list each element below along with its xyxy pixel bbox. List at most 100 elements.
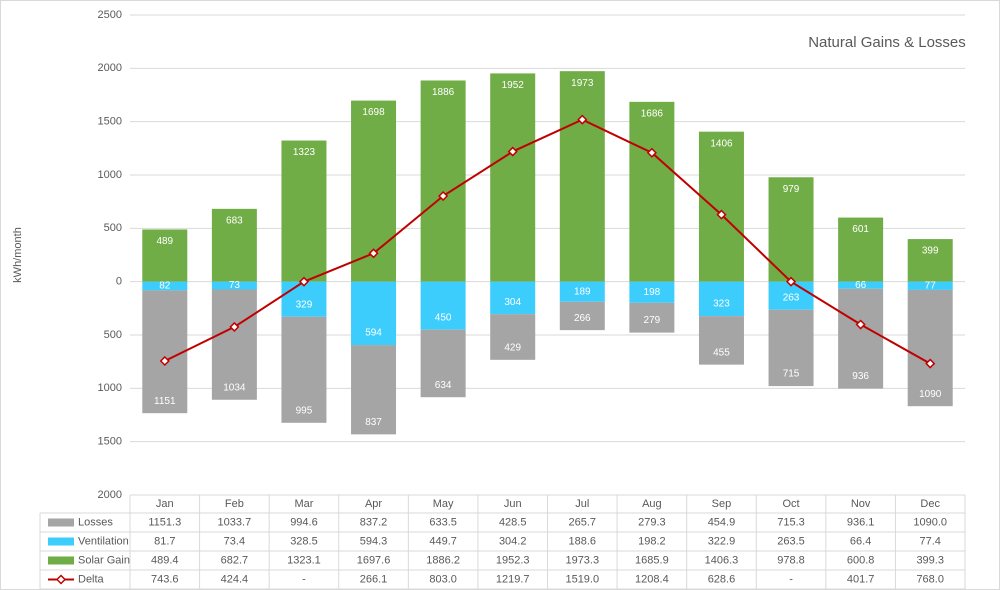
table-cell: 428.5 <box>499 516 527 528</box>
table-cell: 594.3 <box>360 535 388 547</box>
bar <box>211 289 257 400</box>
x-tick-label: Jan <box>156 498 174 510</box>
table-cell: 1219.7 <box>496 573 530 585</box>
table-cell: 81.7 <box>154 535 175 547</box>
data-label: 1952 <box>502 80 525 91</box>
bar <box>420 329 466 398</box>
table-cell: 399.3 <box>916 554 944 566</box>
table-cell: 401.7 <box>847 573 875 585</box>
bar <box>907 281 953 290</box>
y-tick-label: 2000 <box>98 62 122 74</box>
data-label: 1698 <box>362 107 385 118</box>
table-cell: 1151.3 <box>148 516 181 528</box>
legend-key <box>48 537 74 546</box>
table-cell: 424.4 <box>221 573 249 585</box>
bar <box>281 316 327 423</box>
table-cell: 1697.6 <box>357 554 391 566</box>
table-cell: 322.9 <box>708 535 736 547</box>
table-cell: - <box>789 573 793 585</box>
bar <box>559 71 605 282</box>
bar <box>698 281 744 317</box>
table-cell: 1323.1 <box>287 554 321 566</box>
x-tick-label: Oct <box>782 498 799 510</box>
marker <box>159 355 170 367</box>
bar <box>629 281 675 303</box>
data-label: 279 <box>644 315 661 326</box>
line <box>164 118 931 365</box>
table-cell: 304.2 <box>499 535 527 547</box>
table-cell: 1208.4 <box>635 573 669 585</box>
data-label: 77 <box>925 280 937 291</box>
table-cell: - <box>302 573 306 585</box>
table-cell: 600.8 <box>847 554 875 566</box>
table-cell: 66.4 <box>850 535 871 547</box>
data-label: 455 <box>713 347 730 358</box>
table-cell: 837.2 <box>360 516 388 528</box>
table-cell: 1886.2 <box>426 554 460 566</box>
y-tick-label: 2500 <box>98 9 122 21</box>
bar <box>768 309 814 387</box>
bar <box>629 101 675 282</box>
y-tick-label: 0 <box>116 276 122 288</box>
bar <box>490 281 536 315</box>
table-cell: 803.0 <box>429 573 457 585</box>
marker <box>507 146 518 157</box>
x-tick-label: Jul <box>575 498 589 510</box>
table-cell: 1406.3 <box>705 554 739 566</box>
y-axis-label: kWh/month <box>12 227 24 283</box>
marker <box>785 276 797 287</box>
y-tick-label: 1000 <box>98 169 122 181</box>
data-label: 1886 <box>432 87 455 98</box>
data-label: 489 <box>156 236 173 247</box>
bar <box>420 281 466 330</box>
table-cell: 633.5 <box>429 516 457 528</box>
data-label: 189 <box>574 286 591 297</box>
data-label: 73 <box>229 280 241 291</box>
table-cell: 743.6 <box>151 573 179 585</box>
table-cell: 1952.3 <box>496 554 530 566</box>
table-cell: 188.6 <box>569 535 597 547</box>
marker <box>229 321 240 332</box>
table-cell: 1519.0 <box>565 573 599 585</box>
legend-label: Losses <box>78 516 113 528</box>
x-tick-label: Aug <box>642 498 662 510</box>
table-cell: 1685.9 <box>635 554 669 566</box>
table-cell: 936.1 <box>847 516 875 528</box>
data-label: 263 <box>783 292 800 303</box>
bar <box>351 281 397 346</box>
bar <box>907 289 953 407</box>
marker <box>438 190 449 202</box>
marker <box>368 248 379 259</box>
bar <box>768 177 814 282</box>
x-tick-label: May <box>433 498 454 510</box>
bar <box>490 314 536 360</box>
x-tick-label: Jun <box>504 498 522 510</box>
y-tick-label: 2000 <box>98 489 122 501</box>
data-label: 1406 <box>710 138 733 149</box>
table-cell: 628.6 <box>708 573 736 585</box>
x-tick-label: Nov <box>851 498 871 510</box>
bar <box>211 208 257 282</box>
table-cell: 489.4 <box>151 554 179 566</box>
x-tick-label: Sep <box>712 498 732 510</box>
table-cell: 682.7 <box>221 554 249 566</box>
table-cell: 454.9 <box>708 516 736 528</box>
table-cell: 978.8 <box>777 554 805 566</box>
table-cell: 73.4 <box>224 535 245 547</box>
data-label: 715 <box>783 369 800 380</box>
bar <box>629 302 675 333</box>
marker <box>577 114 588 125</box>
chart-title: Natural Gains & Losses <box>808 34 966 51</box>
bar <box>490 73 536 282</box>
bar <box>698 316 744 365</box>
table-cell: 1033.7 <box>218 516 252 528</box>
bar <box>142 290 188 414</box>
table-cell: 1090.0 <box>913 516 947 528</box>
data-label: 995 <box>296 405 313 416</box>
marker <box>925 358 936 369</box>
y-tick-label: 1500 <box>98 436 122 448</box>
data-label: 1973 <box>571 78 594 89</box>
table-cell: 768.0 <box>916 573 944 585</box>
marker <box>855 319 866 330</box>
